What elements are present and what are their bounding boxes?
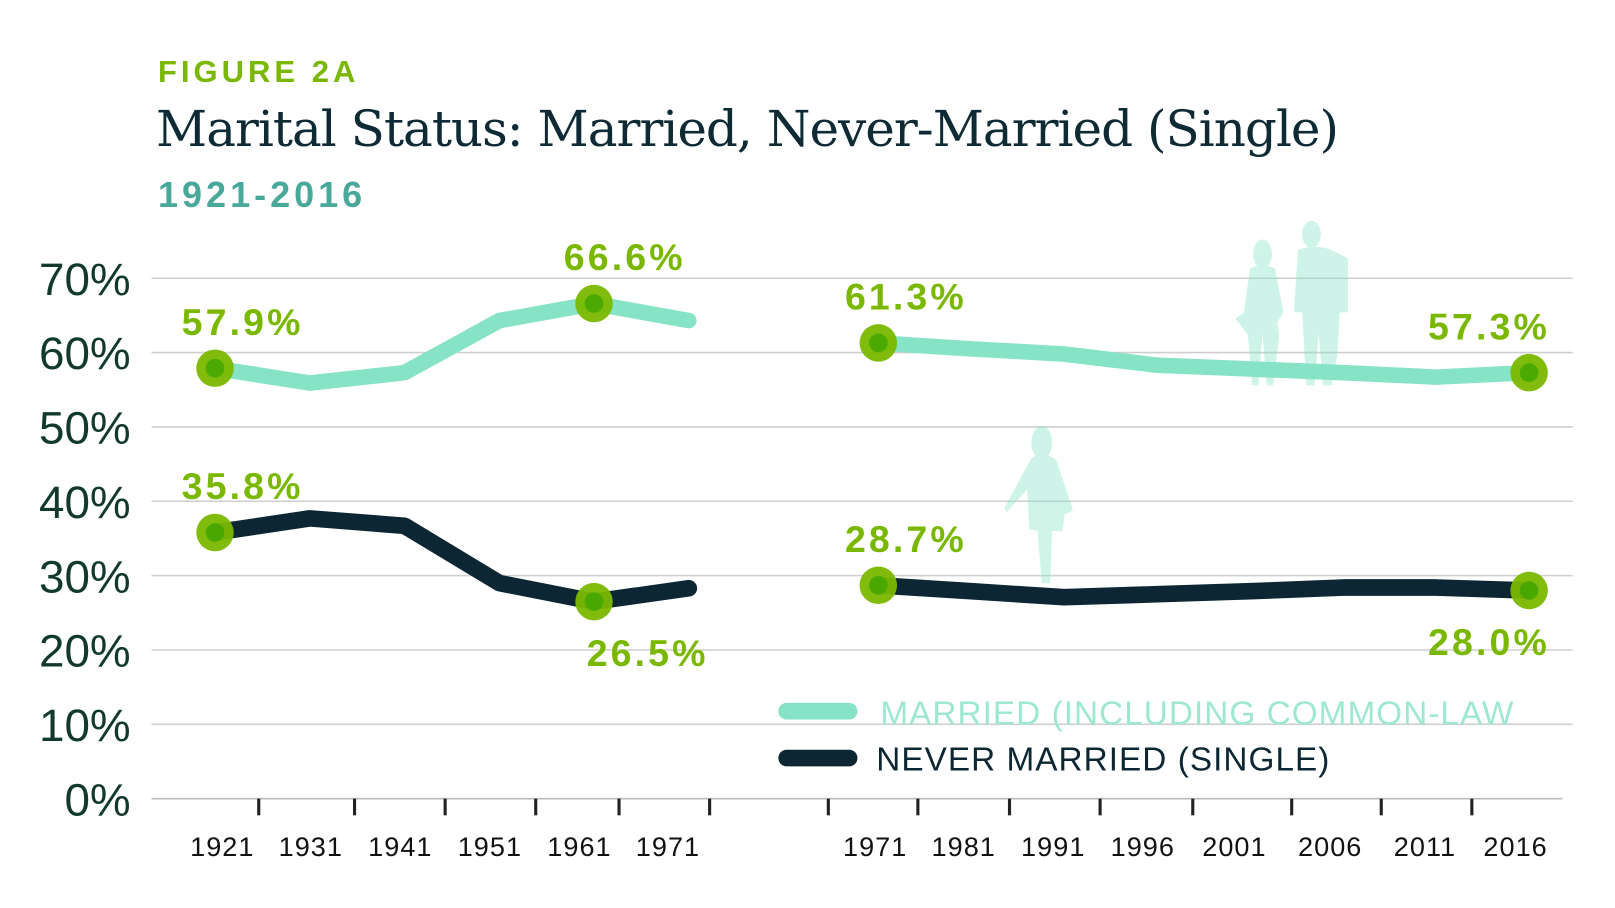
x-tick-label: 1921 xyxy=(190,831,254,862)
y-tick-label: 20% xyxy=(39,626,131,677)
highlight-marker-core xyxy=(205,523,225,542)
data-label: 66.6% xyxy=(564,236,686,278)
y-tick-label: 30% xyxy=(39,551,131,602)
x-tick-label: 2001 xyxy=(1202,831,1266,862)
x-tick-label: 1981 xyxy=(932,831,996,862)
highlight-marker-core xyxy=(868,575,888,595)
data-label: 61.3% xyxy=(845,276,967,318)
legend-never-married-label: NEVER MARRIED (SINGLE) xyxy=(876,742,1330,779)
x-tick-label: 2011 xyxy=(1394,831,1456,862)
data-label: 26.5% xyxy=(587,632,709,674)
never-married-line xyxy=(869,576,1538,606)
y-tick-label: 60% xyxy=(39,328,131,379)
y-tick-label: 40% xyxy=(39,477,131,528)
highlight-marker-core xyxy=(1519,581,1539,600)
data-label: 57.9% xyxy=(182,301,304,343)
x-tick-label: 1996 xyxy=(1111,831,1175,862)
x-tick-label: 1951 xyxy=(458,831,522,862)
highlight-marker-core xyxy=(1519,363,1539,383)
never-married-line xyxy=(206,510,698,610)
data-label: 35.8% xyxy=(182,465,304,507)
x-tick-label: 1961 xyxy=(547,831,611,862)
highlight-marker-core xyxy=(584,294,604,313)
y-tick-label: 10% xyxy=(39,700,131,751)
x-tick-label: 1991 xyxy=(1021,831,1085,862)
data-label: 28.0% xyxy=(1428,621,1550,663)
highlight-marker-core xyxy=(868,333,888,353)
x-tick-label: 1971 xyxy=(843,831,907,862)
figure-label: FIGURE 2A xyxy=(158,54,360,89)
chart-subtitle: 1921-2016 xyxy=(158,174,367,215)
x-tick-label: 1971 xyxy=(636,831,700,862)
legend-married-label: MARRIED (INCLUDING COMMON-LAW xyxy=(880,696,1514,733)
data-label: 28.7% xyxy=(845,518,967,560)
highlight-marker-core xyxy=(205,358,225,378)
y-tick-label: 0% xyxy=(64,774,130,825)
x-tick-label: 2006 xyxy=(1298,831,1362,862)
x-tick-label: 2016 xyxy=(1483,831,1547,862)
data-label: 57.3% xyxy=(1428,305,1550,347)
y-tick-label: 50% xyxy=(39,403,131,454)
highlight-marker-core xyxy=(584,592,604,612)
woman-silhouette-icon xyxy=(1004,425,1074,584)
couple-silhouette-icon xyxy=(1235,220,1348,386)
x-tick-label: 1941 xyxy=(368,831,432,862)
chart-title: Marital Status: Married, Never-Married (… xyxy=(156,100,1339,158)
married-line xyxy=(870,335,1537,385)
y-tick-label: 70% xyxy=(39,254,131,305)
x-tick-label: 1931 xyxy=(279,831,343,862)
